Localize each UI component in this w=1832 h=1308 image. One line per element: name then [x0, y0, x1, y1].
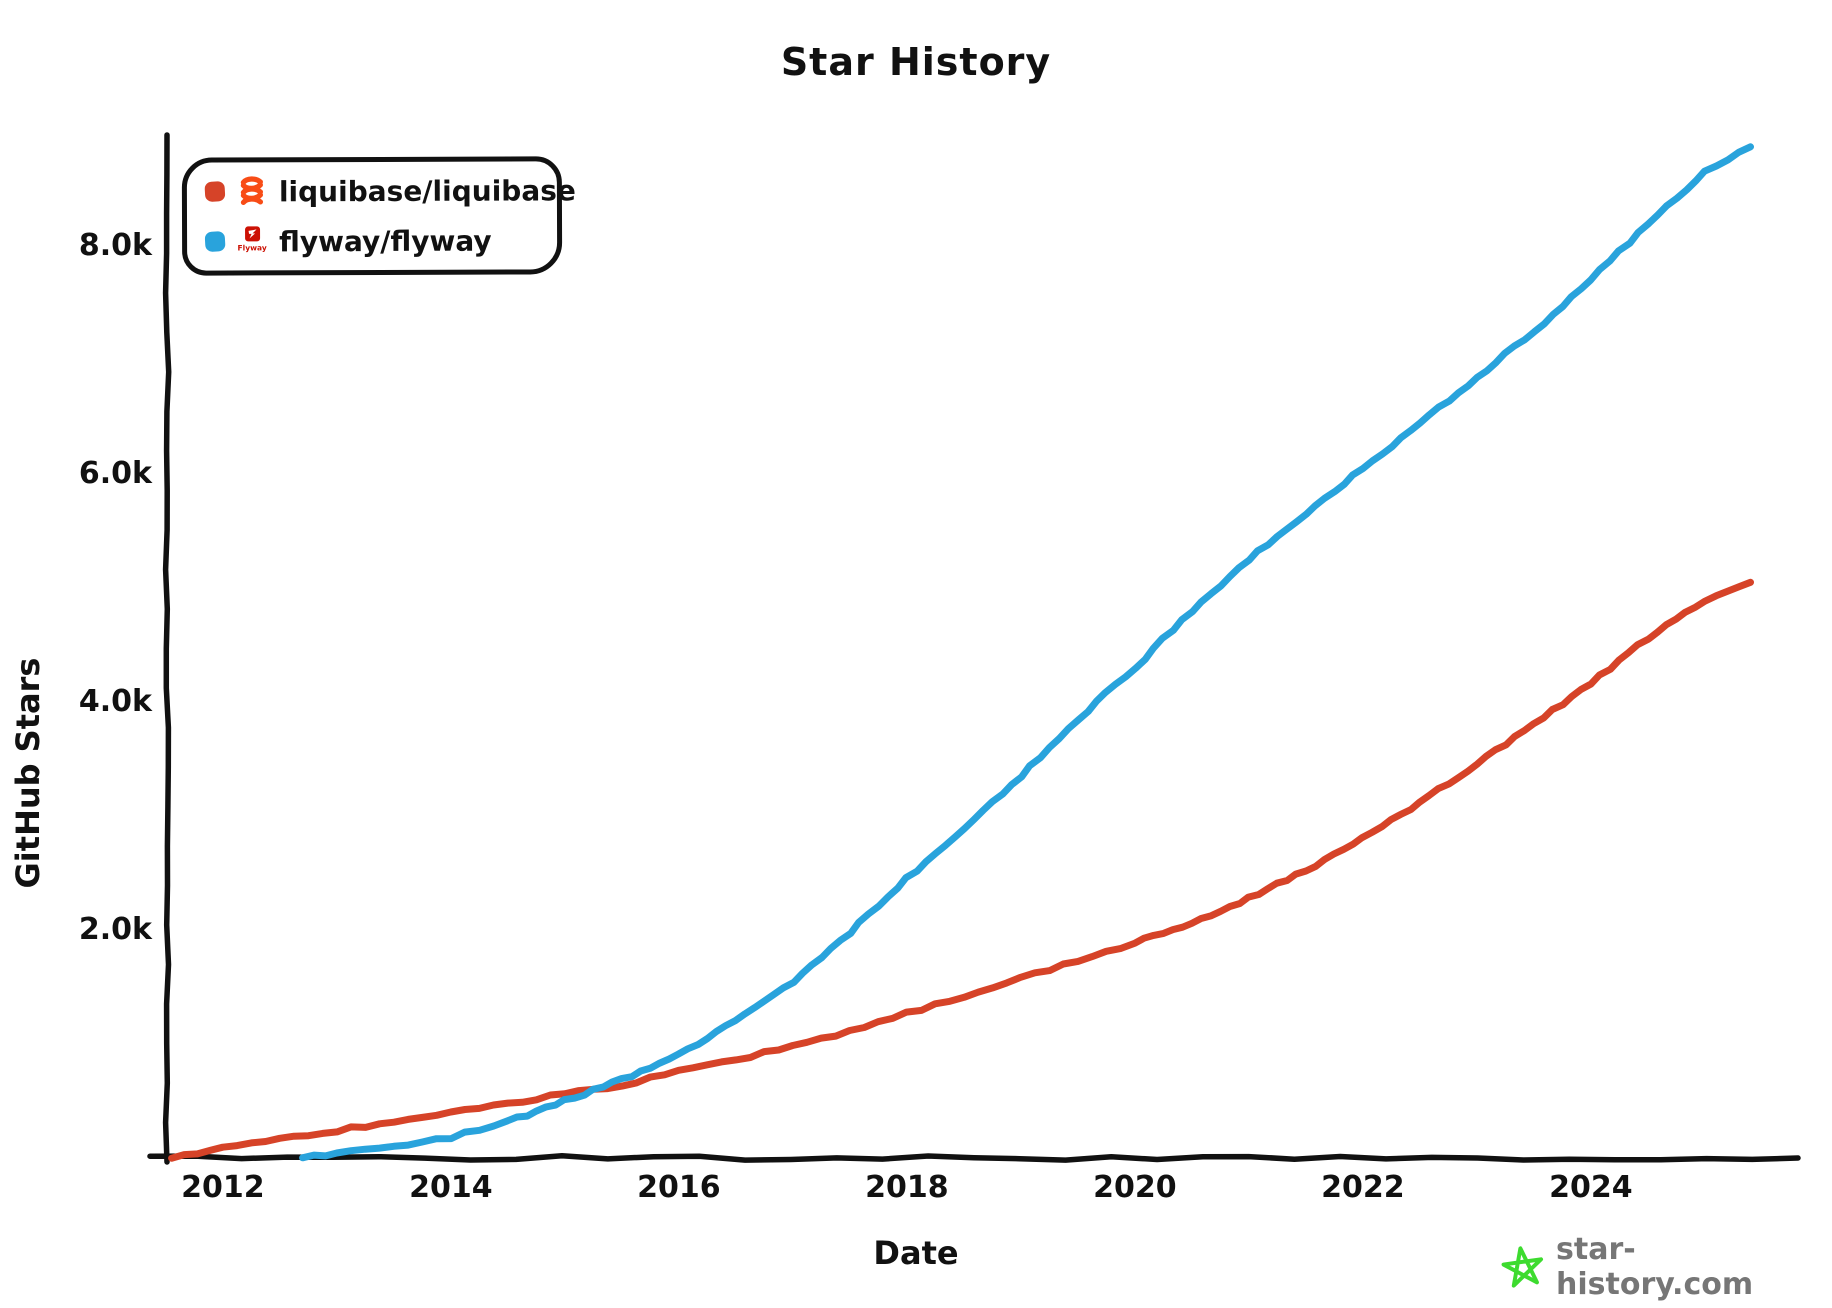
legend-label: liquibase/liquibase: [278, 173, 576, 208]
watermark: star-history.com: [1500, 1232, 1832, 1302]
x-tick-label: 2024: [1549, 1170, 1633, 1205]
legend-swatch: [204, 231, 226, 253]
series-line-flyway: [299, 143, 1754, 1162]
legend-label: flyway/flyway: [279, 224, 492, 258]
legend-box: liquibase/liquibase Flyway flyway/flyway: [181, 156, 576, 276]
flyway-logo-icon: Flyway: [237, 224, 267, 258]
x-tick-label: 2012: [181, 1170, 265, 1205]
watermark-text: star-history.com: [1556, 1232, 1754, 1302]
y-tick-label: 4.0k: [78, 684, 152, 719]
x-tick-label: 2018: [865, 1170, 949, 1205]
y-tick-label: 8.0k: [78, 228, 152, 263]
legend-item-liquibase: liquibase/liquibase: [204, 168, 576, 213]
x-tick-label: 2014: [409, 1170, 493, 1205]
x-axis-title: Date: [873, 1234, 959, 1272]
x-axis-line: [147, 1153, 1801, 1163]
liquibase-logo-icon: [237, 174, 267, 208]
series-line-liquibase: [168, 578, 1754, 1162]
x-tick-label: 2020: [1093, 1170, 1177, 1205]
y-axis-line: [162, 132, 172, 1165]
x-tick-label: 2022: [1321, 1170, 1405, 1205]
y-tick-label: 2.0k: [78, 912, 152, 947]
legend-item-flyway: Flyway flyway/flyway: [204, 218, 539, 263]
y-tick-label: 6.0k: [78, 456, 152, 491]
svg-text:Flyway: Flyway: [237, 243, 266, 252]
chart-title: Star History: [780, 40, 1052, 84]
star-icon: [1500, 1244, 1546, 1290]
x-tick-label: 2016: [637, 1170, 721, 1205]
legend-swatch: [204, 181, 226, 203]
